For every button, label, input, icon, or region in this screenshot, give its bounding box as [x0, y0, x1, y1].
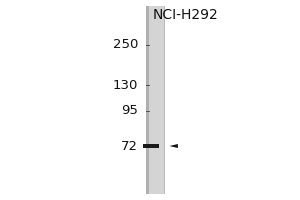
- Text: 95: 95: [121, 104, 138, 117]
- Bar: [148, 6, 164, 194]
- Polygon shape: [169, 144, 178, 148]
- Text: 250: 250: [112, 38, 138, 51]
- Bar: [142, 144, 159, 148]
- Text: 130: 130: [112, 79, 138, 92]
- Text: NCI-H292: NCI-H292: [153, 8, 219, 22]
- Bar: [146, 6, 148, 194]
- Text: 72: 72: [121, 140, 138, 152]
- Bar: [164, 6, 165, 194]
